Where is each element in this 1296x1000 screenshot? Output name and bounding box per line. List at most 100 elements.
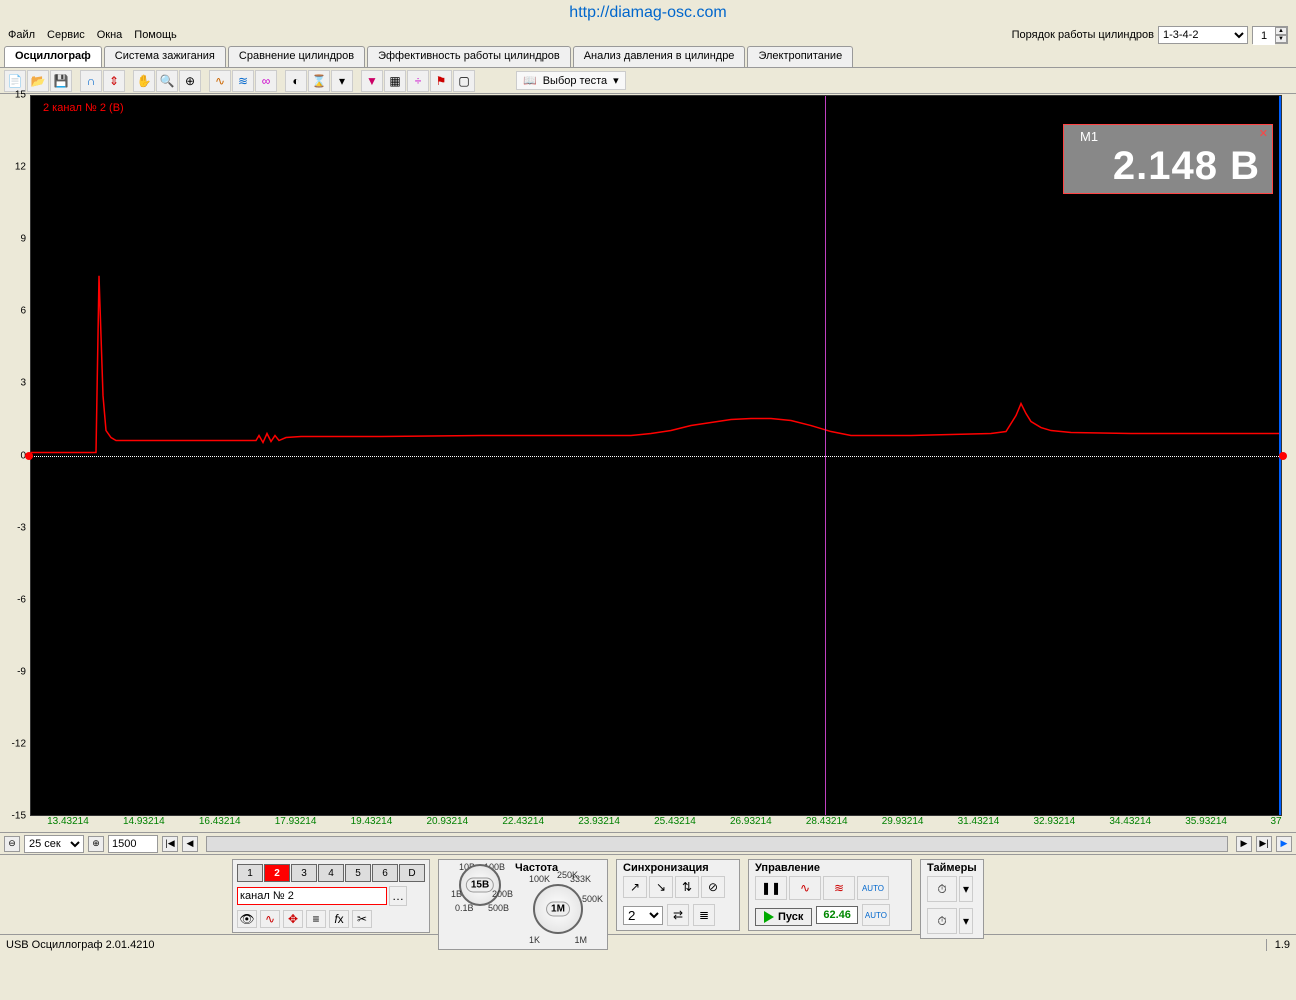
test-select-label: Выбор теста bbox=[543, 75, 607, 87]
time-value[interactable] bbox=[108, 835, 158, 853]
time-scrollbar[interactable] bbox=[206, 836, 1228, 852]
sine-icon[interactable]: ∿ bbox=[789, 876, 821, 900]
timer1-dd[interactable]: ▾ bbox=[959, 876, 973, 902]
timers-title: Таймеры bbox=[927, 862, 977, 874]
firing-order-select[interactable]: 1-3-4-2 bbox=[1158, 26, 1248, 44]
target-icon[interactable]: ⊕ bbox=[179, 70, 201, 92]
hline-icon[interactable]: ÷ bbox=[407, 70, 429, 92]
channel-btn-5[interactable]: 5 bbox=[345, 864, 371, 882]
auto-icon[interactable]: AUTO bbox=[857, 876, 889, 900]
wave-icon[interactable]: ∿ bbox=[260, 910, 280, 928]
nav-last[interactable]: ▶| bbox=[1256, 836, 1272, 852]
menu-file[interactable]: Файл bbox=[8, 29, 35, 41]
sync-panel: Синхронизация ↗ ↘ ⇅ ⊘ 2 ⇄ ≣ bbox=[616, 859, 740, 931]
wave3-icon[interactable]: ∞ bbox=[255, 70, 277, 92]
menu-service[interactable]: Сервис bbox=[47, 29, 85, 41]
flag-icon[interactable]: ⚑ bbox=[430, 70, 452, 92]
wave2-icon[interactable]: ≋ bbox=[232, 70, 254, 92]
timer2-dd[interactable]: ▾ bbox=[959, 908, 973, 934]
tab-cyl-compare[interactable]: Сравнение цилиндров bbox=[228, 46, 365, 67]
toolbar: 📄 📂 💾 ∩ ⇕ ✋ 🔍 ⊕ ∿ ≋ ∞ ◐ ⌛ ▾ ▼ ▦ ÷ ⚑ ▢ 📖 … bbox=[0, 68, 1296, 94]
freq-dial[interactable]: 1M bbox=[533, 884, 583, 934]
fx-icon[interactable]: fx bbox=[329, 910, 349, 928]
menu-help[interactable]: Помощь bbox=[134, 29, 177, 41]
pause-icon[interactable]: ❚❚ bbox=[755, 876, 787, 900]
nav-play[interactable]: ▶ bbox=[1276, 836, 1292, 852]
auto2-icon[interactable]: AUTO bbox=[862, 904, 890, 926]
eye-icon[interactable]: 👁 bbox=[237, 910, 257, 928]
close-icon[interactable]: ✕ bbox=[1259, 127, 1268, 140]
hand-icon[interactable]: ✋ bbox=[133, 70, 155, 92]
channel-btn-1[interactable]: 1 bbox=[237, 864, 263, 882]
measurement-box[interactable]: ✕ M1 2.148 В bbox=[1063, 124, 1273, 194]
tools-icon[interactable]: ✂ bbox=[352, 910, 372, 928]
scope-area: 15129630-3-6-9-12-15 2 канал № 2 (В) ✕ M… bbox=[0, 94, 1296, 816]
save-icon[interactable]: 💾 bbox=[50, 70, 72, 92]
channel-btn-4[interactable]: 4 bbox=[318, 864, 344, 882]
sync-opt2-icon[interactable]: ≣ bbox=[693, 904, 715, 926]
marker-left[interactable] bbox=[25, 452, 33, 460]
channel-name-more[interactable]: … bbox=[389, 886, 407, 906]
expand-icon[interactable]: ⊕ bbox=[88, 836, 104, 852]
cyl-up[interactable]: ▲ bbox=[1275, 27, 1287, 35]
cyl-down[interactable]: ▼ bbox=[1275, 35, 1287, 43]
sync-channel-select[interactable]: 2 bbox=[623, 906, 663, 925]
note-icon[interactable]: ▢ bbox=[453, 70, 475, 92]
open-icon[interactable]: 📂 bbox=[27, 70, 49, 92]
book-icon: 📖 bbox=[523, 74, 537, 87]
cursor-1[interactable] bbox=[825, 96, 826, 815]
dropdown-icon[interactable]: ▾ bbox=[331, 70, 353, 92]
channel-btn-D[interactable]: D bbox=[399, 864, 425, 882]
scope[interactable]: 2 канал № 2 (В) ✕ M1 2.148 В bbox=[30, 95, 1282, 816]
waveform bbox=[31, 96, 1281, 815]
channel-group: 123456D … 👁 ∿ ✥ ≡ fx ✂ bbox=[232, 859, 430, 933]
freq-panel: 10B 100B 15В 1B 200B 0.1B 500B Частота 1… bbox=[438, 859, 608, 950]
filter-icon[interactable]: ▼ bbox=[361, 70, 383, 92]
sync-none-icon[interactable]: ⊘ bbox=[701, 876, 725, 898]
run-button[interactable]: Пуск bbox=[755, 908, 812, 926]
menu-windows[interactable]: Окна bbox=[97, 29, 123, 41]
new-icon[interactable]: 📄 bbox=[4, 70, 26, 92]
status-left: USB Осциллограф 2.01.4210 bbox=[6, 939, 155, 951]
sync-title: Синхронизация bbox=[623, 862, 733, 874]
zoom-icon[interactable]: 🔍 bbox=[156, 70, 178, 92]
move-icon[interactable]: ✥ bbox=[283, 910, 303, 928]
timer1-icon[interactable]: ⏱ bbox=[927, 876, 957, 902]
headphone-icon[interactable]: ∩ bbox=[80, 70, 102, 92]
marker-right[interactable] bbox=[1279, 452, 1287, 460]
tab-power[interactable]: Электропитание bbox=[747, 46, 853, 67]
nav-next[interactable]: ▶ bbox=[1236, 836, 1252, 852]
channel-btn-3[interactable]: 3 bbox=[291, 864, 317, 882]
sync-fall-icon[interactable]: ↘ bbox=[649, 876, 673, 898]
test-select[interactable]: 📖 Выбор теста ▾ bbox=[516, 71, 626, 90]
nav-first[interactable]: |◀ bbox=[162, 836, 178, 852]
cyl-spinner[interactable]: ▲▼ bbox=[1252, 26, 1288, 44]
timer2-icon[interactable]: ⏱ bbox=[927, 908, 957, 934]
timers-panel: Таймеры ⏱▾ ⏱▾ bbox=[920, 859, 984, 939]
sync-both-icon[interactable]: ⇅ bbox=[675, 876, 699, 898]
meas-value: 2.148 В bbox=[1076, 144, 1260, 189]
time-span-select[interactable]: 25 сек bbox=[24, 835, 84, 853]
nav-prev[interactable]: ◀ bbox=[182, 836, 198, 852]
cyl-spinner-value[interactable] bbox=[1253, 27, 1275, 45]
channel-name-input[interactable] bbox=[237, 887, 387, 905]
top-url[interactable]: http://diamag-osc.com bbox=[0, 0, 1296, 24]
tab-oscilloscope[interactable]: Осциллограф bbox=[4, 46, 102, 67]
voltage-dial[interactable]: 15В bbox=[459, 864, 501, 906]
sync-opt1-icon[interactable]: ⇄ bbox=[667, 904, 689, 926]
lines-icon[interactable]: ≡ bbox=[306, 910, 326, 928]
sync-rise-icon[interactable]: ↗ bbox=[623, 876, 647, 898]
vexpand-icon[interactable]: ⇕ bbox=[103, 70, 125, 92]
tab-pressure[interactable]: Анализ давления в цилиндре bbox=[573, 46, 746, 67]
tab-cyl-eff[interactable]: Эффективность работы цилиндров bbox=[367, 46, 571, 67]
channel-btn-6[interactable]: 6 bbox=[372, 864, 398, 882]
grid-icon[interactable]: ▦ bbox=[384, 70, 406, 92]
multi-icon[interactable]: ≋ bbox=[823, 876, 855, 900]
wave1-icon[interactable]: ∿ bbox=[209, 70, 231, 92]
gauge-icon[interactable]: ◐ bbox=[285, 70, 307, 92]
channel-btn-2[interactable]: 2 bbox=[264, 864, 290, 882]
tab-ignition[interactable]: Система зажигания bbox=[104, 46, 226, 67]
hourglass-icon[interactable]: ⌛ bbox=[308, 70, 330, 92]
control-panel: Управление ❚❚ ∿ ≋ AUTO Пуск 62.46 AUTO bbox=[748, 859, 912, 931]
collapse-icon[interactable]: ⊖ bbox=[4, 836, 20, 852]
